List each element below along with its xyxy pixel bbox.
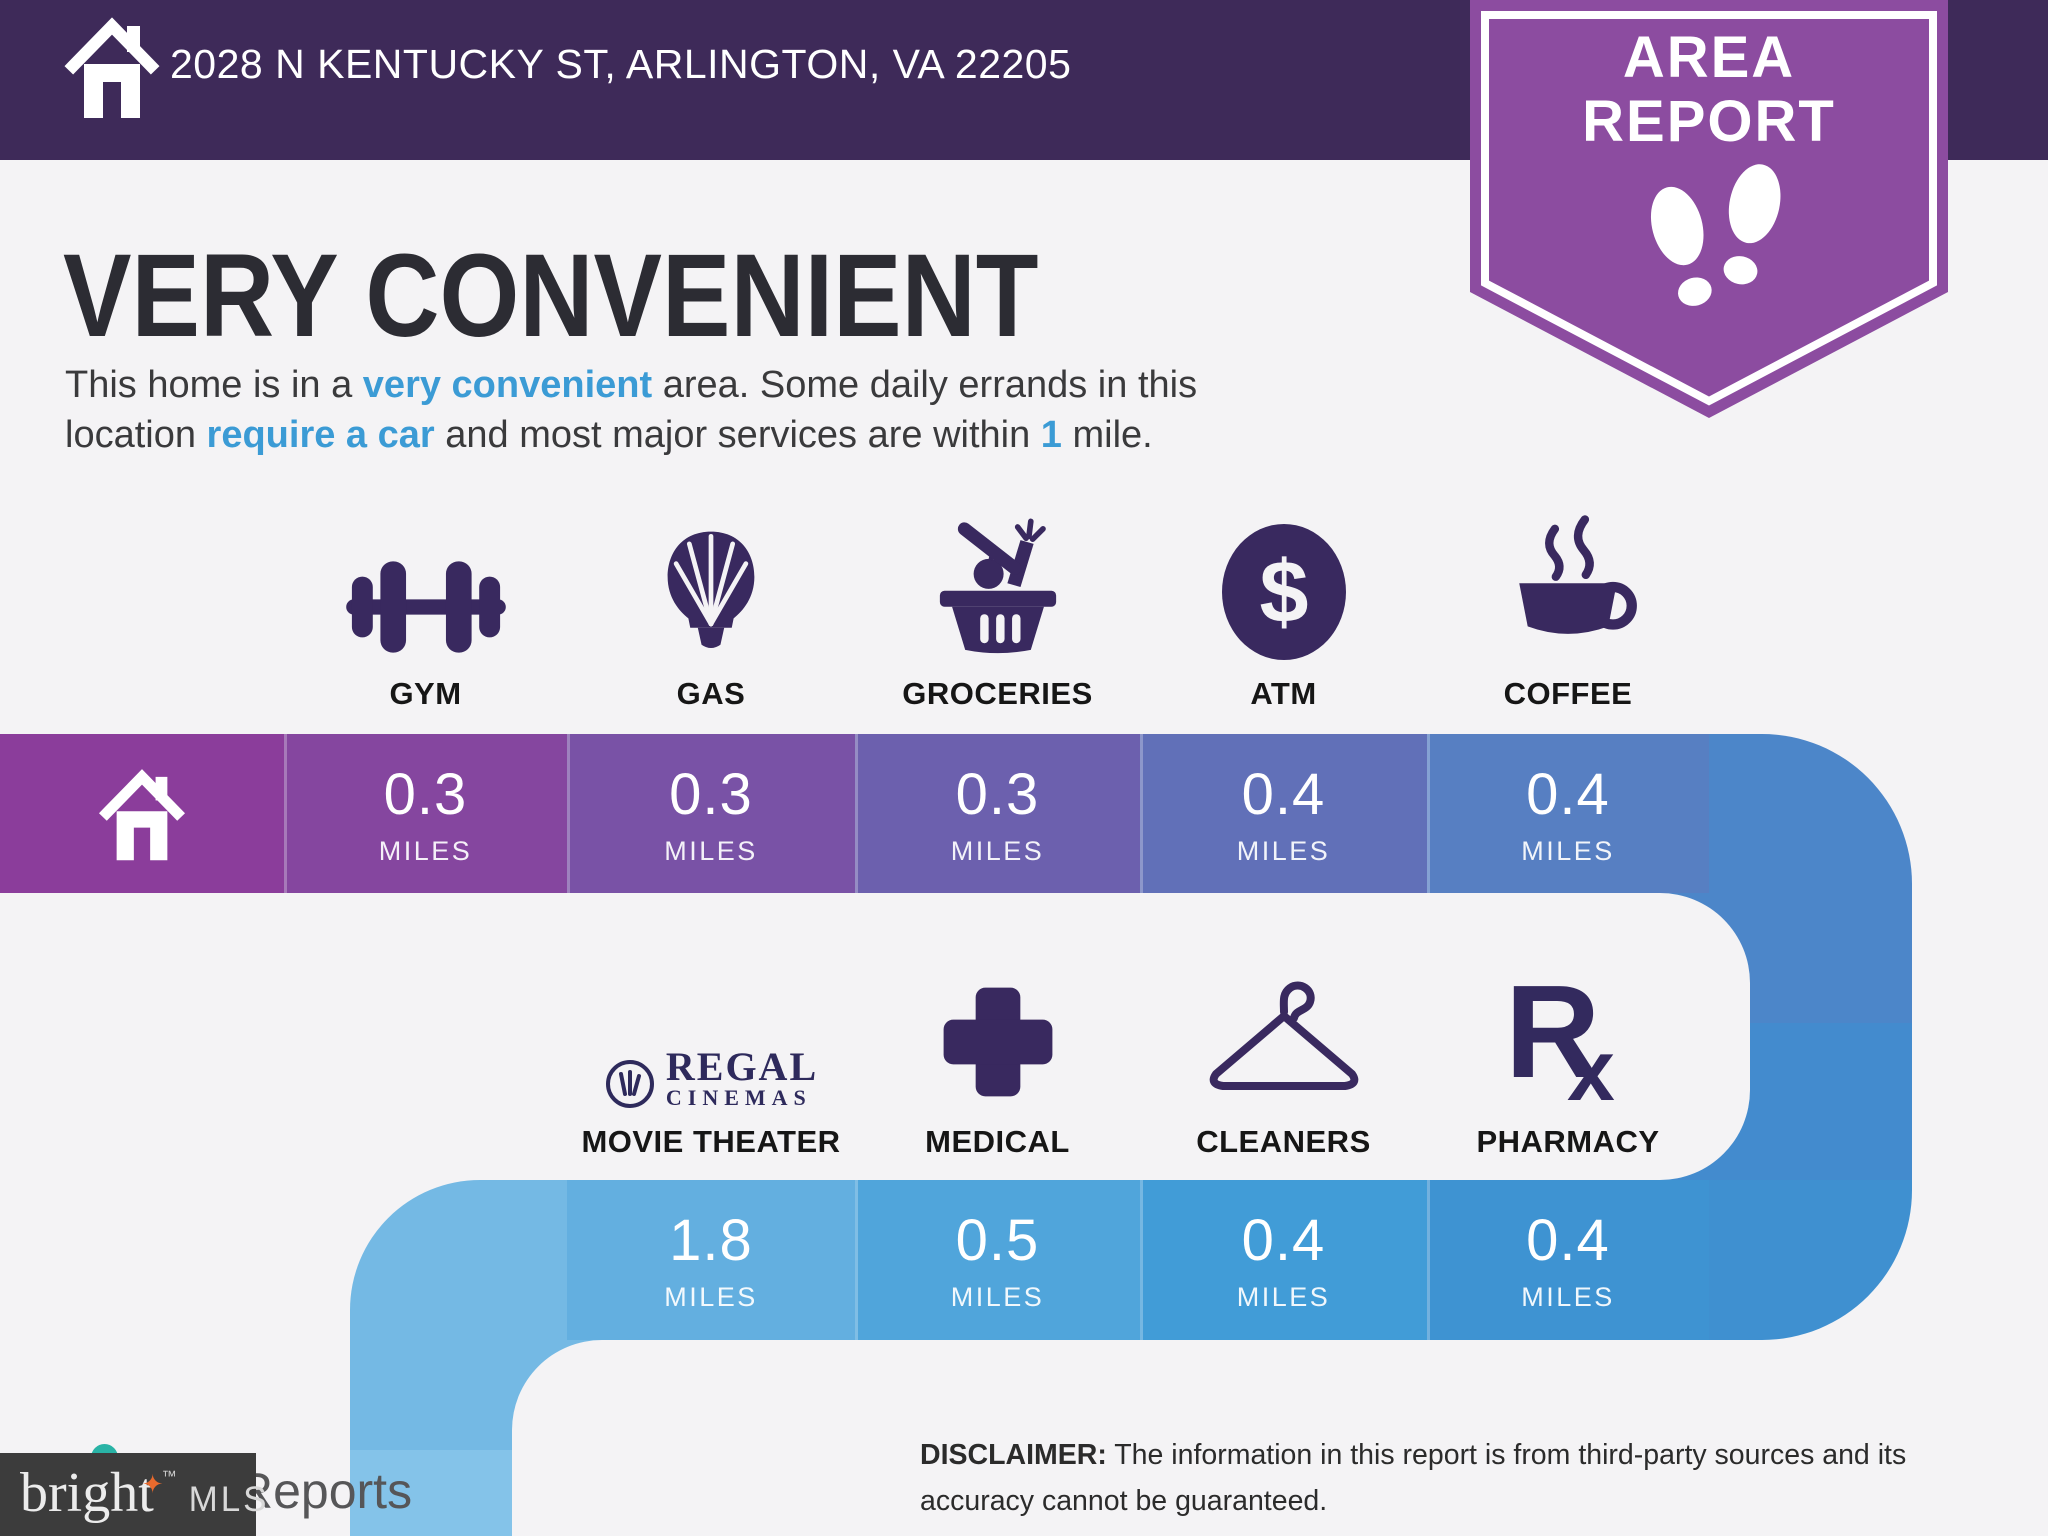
bar1-cell-coffee: 0.4 MILES <box>1427 734 1709 893</box>
area-report-badge: AREA REPORT <box>1470 0 1948 420</box>
svg-text:$: $ <box>1259 542 1308 641</box>
poi-movie-theater: REGAL CINEMAS MOVIE THEATER <box>581 1044 841 1160</box>
bar1-home-cell <box>0 734 284 893</box>
disclaimer: DISCLAIMER: The information in this repo… <box>920 1439 1907 1517</box>
snake-descender-upper <box>350 1340 512 1450</box>
snake-corner-top-right <box>1709 734 1912 893</box>
snake-band-lower <box>1750 1023 1912 1180</box>
poi-medical: MEDICAL <box>855 970 1140 1160</box>
home-icon <box>62 14 162 125</box>
poi-gym: GYM <box>284 525 567 712</box>
snake-descender-lower <box>350 1450 512 1536</box>
poi-coffee: COFFEE <box>1427 515 1709 712</box>
regal-cinemas-logo: REGAL CINEMAS <box>604 1047 818 1110</box>
grocery-basket-icon <box>923 512 1073 662</box>
dollar-circle-icon: $ <box>1220 522 1348 662</box>
property-address: 2028 N KENTUCKY ST, ARLINGTON, VA 22205 <box>170 40 1072 87</box>
bar2-cell-cleaners: 0.4 MILES <box>1140 1180 1427 1340</box>
bright-mls-logo: bright ✦ ™ MLS <box>0 1453 267 1536</box>
poi-gas: GAS <box>567 525 855 712</box>
page-title: VERY CONVENIENT <box>63 230 1039 362</box>
poi-groceries: GROCERIES <box>855 518 1140 712</box>
house-icon <box>98 768 186 860</box>
snake-corner-bottom-right <box>1709 1180 1912 1340</box>
snake-band-upper <box>1750 893 1912 1023</box>
poi-atm: $ ATM <box>1140 522 1427 712</box>
bar1-cell-gas: 0.3 MILES <box>567 734 855 893</box>
spark-icon: ✦ <box>141 1469 164 1499</box>
badge-title: AREA REPORT <box>1582 25 1836 154</box>
bar1-cell-atm: 0.4 MILES <box>1140 734 1427 893</box>
bar2-cell-medical: 0.5 MILES <box>855 1180 1140 1340</box>
poi-cleaners: CLEANERS <box>1140 970 1427 1160</box>
bar2-cell-movie-theater: 1.8 MILES <box>567 1180 855 1340</box>
poi-pharmacy: R x PHARMACY <box>1476 958 1660 1159</box>
description: This home is in a very convenient area. … <box>65 364 1198 456</box>
reports-watermark: Reports <box>237 1463 413 1519</box>
bar2-cell-pharmacy: 0.4 MILES <box>1427 1180 1709 1340</box>
bar1-cell-gym: 0.3 MILES <box>284 734 567 893</box>
rx-icon: R x <box>1505 958 1615 1119</box>
coffee-cup-icon <box>1493 512 1643 662</box>
hanger-icon <box>1204 970 1364 1110</box>
bar1-cell-groceries: 0.3 MILES <box>855 734 1140 893</box>
footprints-icon <box>1650 164 1781 306</box>
snake-corner-top-left <box>350 1180 567 1340</box>
dumbbell-icon <box>331 552 521 662</box>
shell-gas-icon <box>645 520 777 662</box>
medical-cross-icon <box>930 974 1066 1110</box>
